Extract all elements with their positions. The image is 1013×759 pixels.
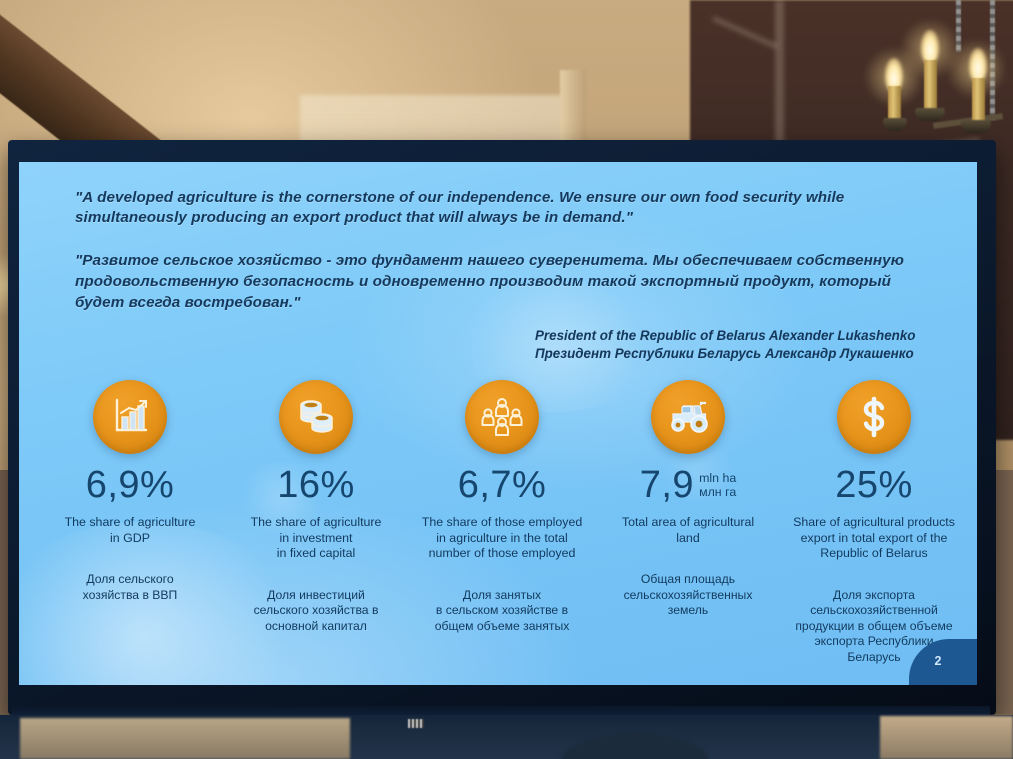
stat-value: 16% (277, 464, 355, 506)
presentation-slide: "A developed agriculture is the cornerst… (19, 162, 977, 685)
candle-stick (972, 78, 985, 124)
candle-stick (924, 60, 937, 112)
tractor-icon (651, 380, 725, 454)
stat-value-line: 7,9 mln ha млн га (599, 465, 777, 505)
stat-value: 6,7% (457, 464, 547, 506)
tv-ir-sensor (408, 719, 424, 728)
coin-stacks-icon (279, 380, 353, 454)
stat-caption-russian: Доля занятых в сельском хозяйстве в общем … (434, 587, 570, 633)
quote-english: "A developed agriculture is the cornerst… (75, 189, 845, 226)
stat-card: 7,9 mln ha млн га Total area of agricult… (595, 380, 781, 619)
stat-caption-english: The share of agriculture in GDP (64, 515, 196, 545)
stat-value: 25% (835, 464, 913, 506)
stat-caption-russian: Общая площадь сельскохозяйственных земель (623, 572, 753, 617)
stat-card: 6,7% The share of those employed in agric… (409, 380, 595, 634)
statistics-row: 6,9% The share of agriculture in GDP Доля… (37, 380, 967, 665)
stat-caption-english: Total area of agricultural land (621, 515, 755, 545)
candle-flame (921, 30, 939, 64)
stat-caption-russian: Доля экспорта сельскохозяйственной продукц… (795, 587, 953, 664)
stat-caption-english: Share of agricultural products export in … (793, 515, 955, 560)
chandelier (863, 0, 1013, 170)
stat-caption-russian: Доля сельского хозяйства в ВВП (82, 572, 178, 602)
stat-card: 25% Share of agricultural products export… (781, 380, 967, 665)
tv-screen: "A developed agriculture is the cornerst… (19, 162, 977, 685)
stat-value: 6,9% (85, 464, 175, 506)
candle-flame (885, 58, 903, 92)
foreground-wall-right (880, 716, 1013, 759)
stat-value-line: 16% (227, 465, 405, 505)
stat-caption-english: The share of those employed in agricultur… (421, 515, 583, 560)
attribution-block: President of the Republic of Belarus Ale… (75, 327, 943, 363)
stat-card: 6,9% The share of agriculture in GDP Доля… (37, 380, 223, 603)
candle-flame (969, 48, 987, 82)
stat-card: 16% The share of agriculture in investmen… (223, 380, 409, 634)
stat-value-line: 6,9% (41, 465, 219, 505)
foreground-wall-left (20, 718, 350, 759)
stat-caption-english: The share of agriculture in investment in … (250, 515, 382, 560)
attribution-russian: Президент Республики Беларусь Александр … (535, 346, 914, 361)
quote-russian: "Развитое сельское хозяйство - это фунда… (75, 252, 904, 311)
candle-stick (888, 86, 901, 122)
dollar-sign-icon (837, 380, 911, 454)
stat-unit-russian: млн га (699, 485, 737, 499)
people-group-icon (465, 380, 539, 454)
stat-unit-english: mln ha (699, 471, 737, 485)
stat-value: 7,9 (639, 464, 695, 506)
stat-caption-russian: Доля инвестиций сельского хозяйства в осно… (253, 587, 379, 633)
attribution-english: President of the Republic of Belarus Ale… (535, 328, 916, 343)
stat-unit: mln ha млн га (699, 465, 736, 499)
television: "A developed agriculture is the cornerst… (8, 140, 996, 724)
stat-value-line: 6,7% (413, 465, 591, 505)
stat-value-line: 25% (785, 465, 963, 505)
bar-chart-growth-icon (93, 380, 167, 454)
